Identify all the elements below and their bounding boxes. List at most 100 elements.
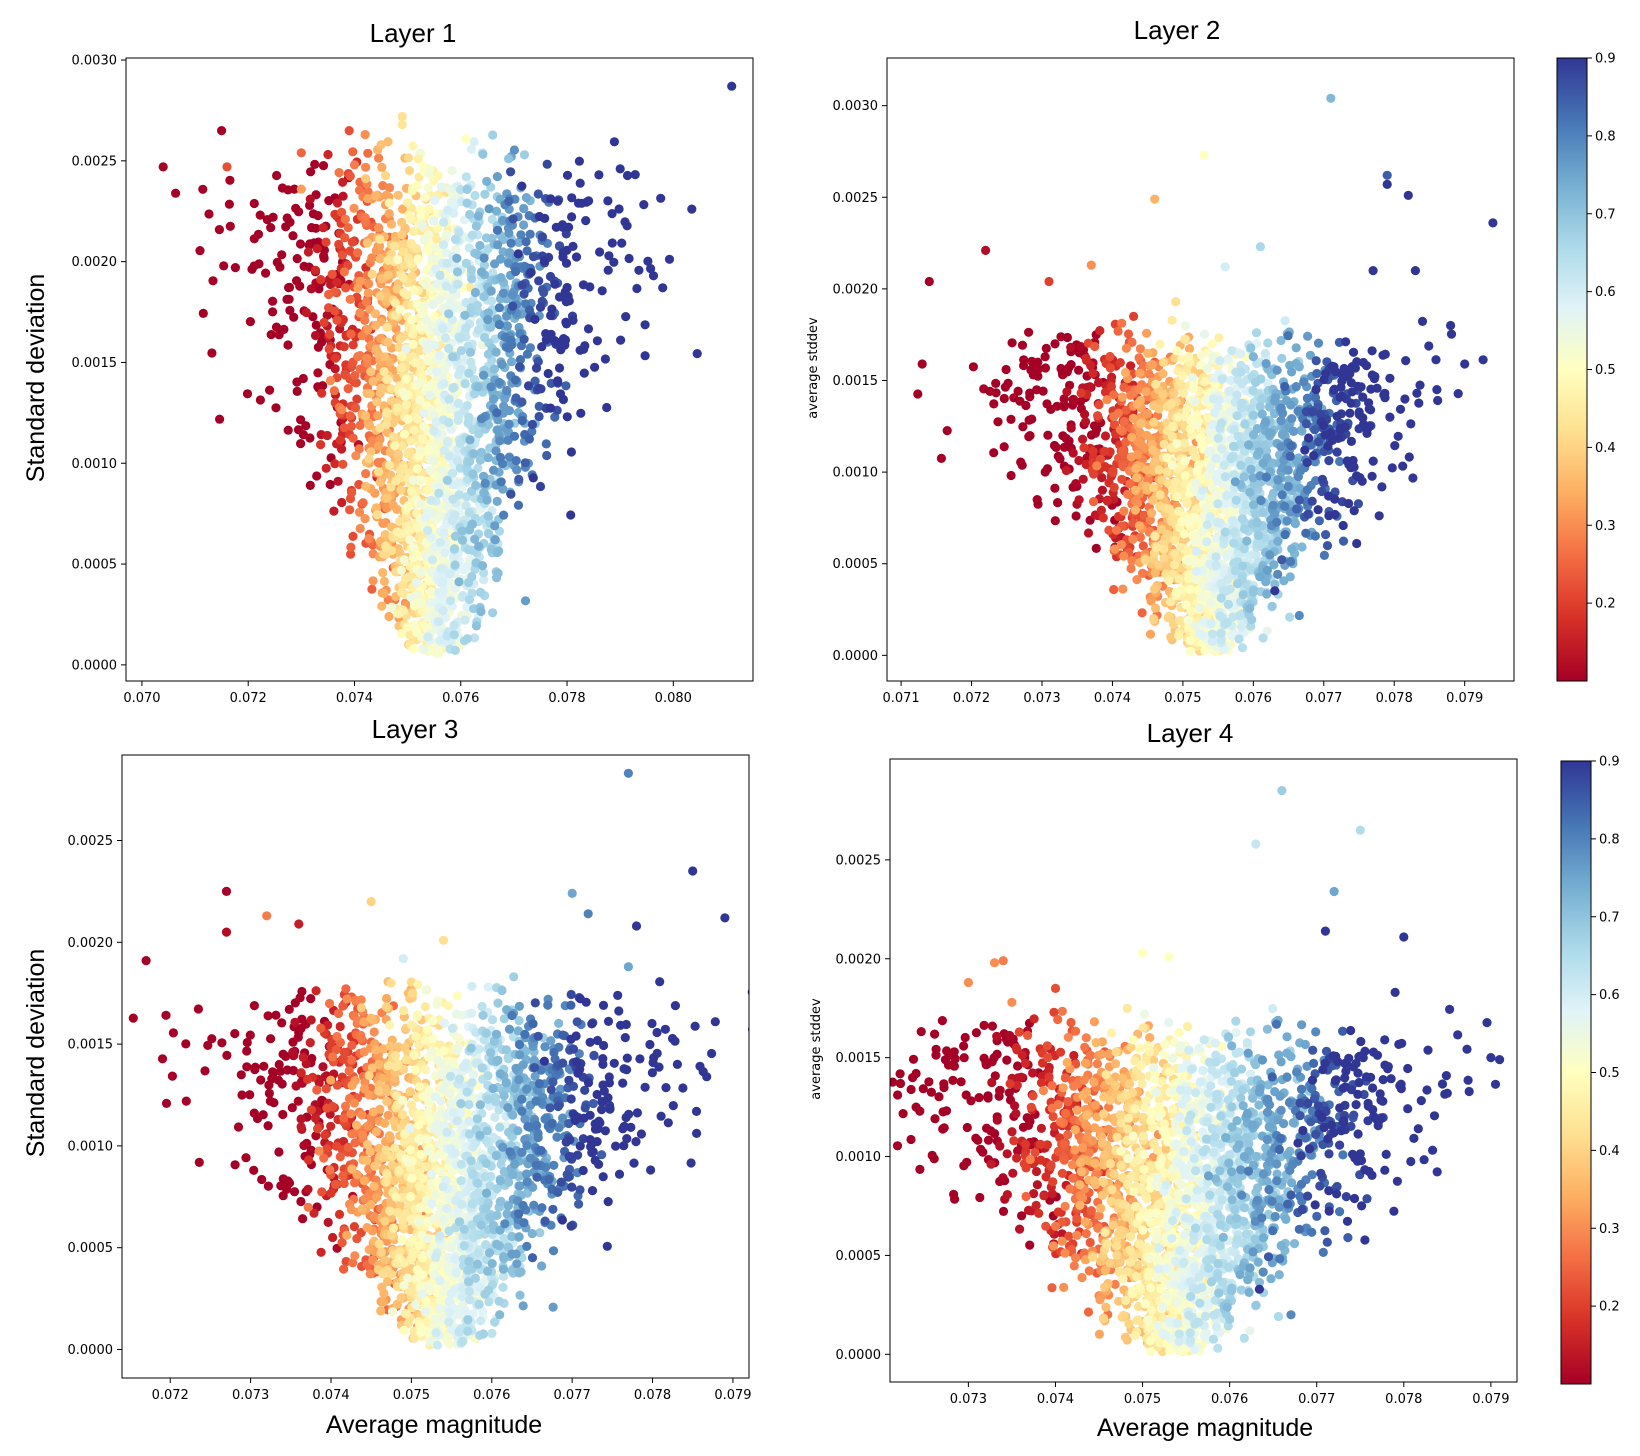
scatter-point [421,512,431,522]
scatter-point [452,253,462,263]
layer-1-ylabel: Standard deviation [22,274,50,482]
scatter-point [399,429,410,439]
scatter-point [600,354,611,364]
scatter-point [581,216,591,226]
scatter-point [514,474,524,484]
scatter-point [1079,443,1089,453]
scatter-point [1141,387,1151,397]
scatter-point [491,446,501,456]
scatter-point [1213,499,1223,509]
scatter-point [376,383,386,393]
scatter-point [520,458,530,468]
scatter-point [381,541,391,551]
scatter-point [399,555,409,565]
scatter-point [283,425,293,435]
scatter-point [1200,376,1210,387]
scatter-point [1148,445,1158,455]
scatter-point [435,537,445,547]
scatter-point [1138,541,1148,551]
scatter-point [435,270,445,280]
scatter-point [1239,472,1249,482]
scatter-point [1127,337,1137,347]
scatter-point [439,217,449,227]
scatter-point [215,414,225,424]
scatter-point [383,137,393,147]
scatter-point [1115,358,1125,368]
scatter-point [397,230,407,240]
scatter-point [345,294,355,304]
scatter-point [397,363,407,373]
scatter-point [1172,346,1182,356]
scatter-point [292,377,302,387]
scatter-point [321,237,331,247]
scatter-point [1097,485,1107,495]
scatter-point [306,167,316,177]
scatter-point [1126,361,1136,371]
scatter-point [1148,483,1158,493]
scatter-point [1305,350,1315,360]
scatter-point [394,342,404,352]
scatter-point [225,175,235,185]
scatter-point [557,220,568,230]
scatter-point [349,203,359,213]
scatter-point [225,221,235,231]
scatter-point [622,170,633,181]
scatter-point [1291,343,1301,353]
scatter-point [507,290,518,300]
scatter-point [354,479,364,490]
scatter-point [1131,464,1141,474]
scatter-point [461,501,471,511]
scatter-point [1192,466,1202,476]
scatter-point [448,352,458,362]
scatter-point [438,577,448,588]
scatter-point [530,376,540,386]
scatter-point [207,348,217,358]
scatter-point [447,166,457,176]
scatter-point [476,606,486,617]
scatter-point [346,542,356,552]
scatter-point [1109,482,1119,493]
scatter-point [454,577,464,587]
outlier-point [397,119,407,130]
scatter-point [1202,537,1212,547]
scatter-point [1142,328,1152,338]
scatter-point [396,485,406,495]
scatter-point [339,342,349,352]
scatter-point [346,329,356,339]
scatter-point [527,426,537,437]
scatter-point [457,535,468,545]
scatter-point [1196,350,1206,360]
scatter-point [1186,606,1196,616]
scatter-point [537,284,548,295]
scatter-point [517,181,527,191]
scatter-point [375,477,385,487]
scatter-point [539,256,550,266]
scatter-point [519,203,529,214]
scatter-point [1233,375,1243,385]
scatter-point [1123,489,1133,499]
scatter-point [423,525,433,536]
scatter-point [450,234,461,244]
scatter-point [1182,497,1192,507]
scatter-point [475,587,486,598]
scatter-point [434,488,444,498]
scatter-point [1188,383,1198,393]
scatter-point [1255,572,1265,582]
scatter-point [1238,590,1248,600]
scatter-point [305,480,315,490]
scatter-point [1109,584,1119,595]
scatter-point [428,300,438,310]
scatter-point [445,569,455,579]
scatter-point [1180,334,1190,344]
scatter-point [1170,535,1180,545]
scatter-point [348,531,358,542]
scatter-point [514,237,524,247]
scatter-point [1223,354,1233,364]
scatter-point [1190,537,1200,548]
scatter-point [1109,390,1119,400]
scatter-point [1155,339,1165,349]
scatter-point [464,368,474,378]
scatter-point [353,248,363,258]
scatter-point [1151,603,1161,613]
scatter-point [1246,464,1256,474]
